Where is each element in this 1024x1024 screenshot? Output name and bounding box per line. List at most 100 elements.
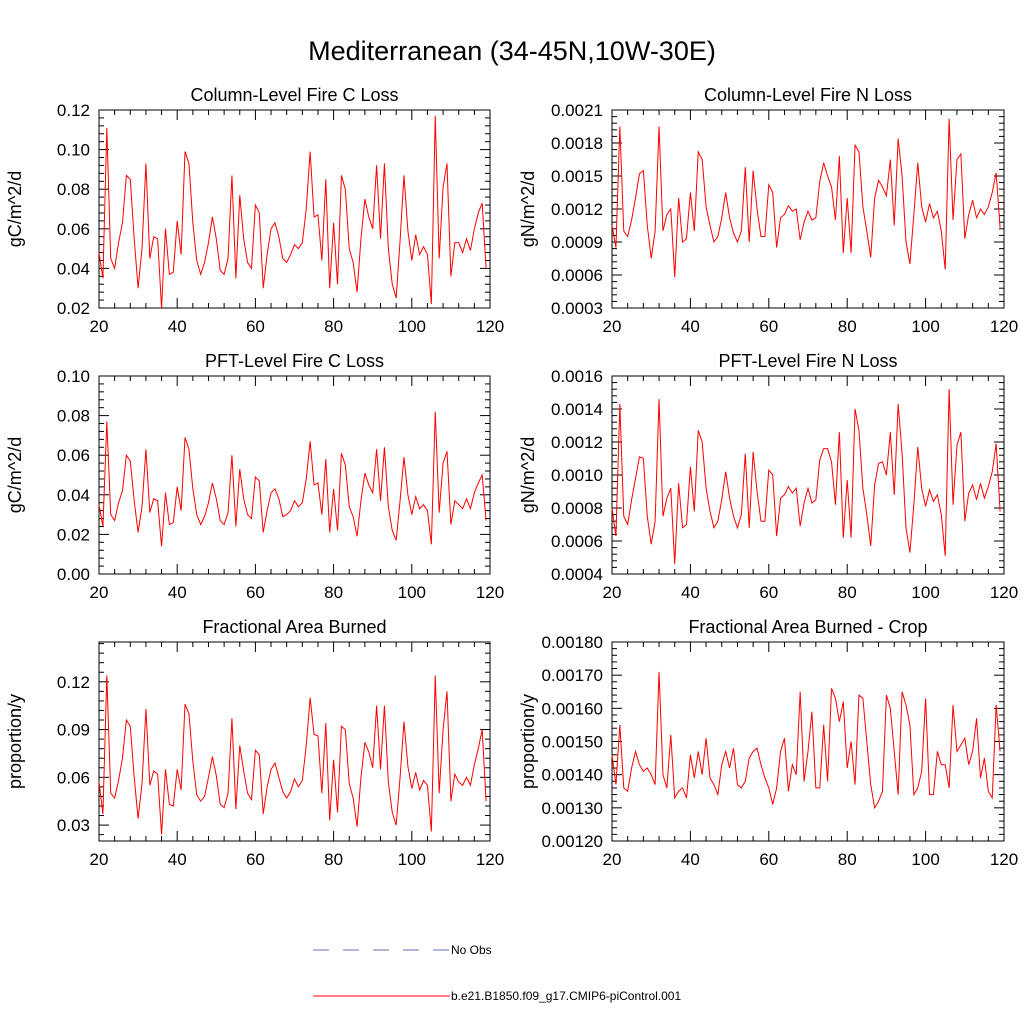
x-ticks — [611, 642, 1005, 841]
y-ticks — [99, 375, 490, 575]
y-tick-label: 0.10 — [57, 141, 90, 160]
x-tick-label: 120 — [476, 583, 504, 602]
panel-title: Fractional Area Burned - Crop — [688, 617, 927, 637]
legend-no-obs-label: No Obs — [451, 943, 492, 957]
y-tick-label: 0.0021 — [551, 101, 603, 120]
x-ticks — [98, 110, 491, 308]
y-tick-label: 0.00130 — [542, 799, 603, 818]
x-tick-label: 80 — [838, 317, 857, 336]
y-ticks — [99, 109, 490, 309]
y-tick-label: 0.0012 — [551, 200, 603, 219]
chart-panel-6: 20 40 60 80 100 120 0.00120 0.00130 0.00140 0.001… — [518, 617, 1018, 869]
x-tick-label: 120 — [990, 583, 1018, 602]
chart-panel-3: 20 40 60 80 100 120 0.00 0.02 0.04 0.06 0.08 0.10 PF… — [5, 351, 504, 602]
panels: 20 40 60 80 100 120 0.02 0.04 0.06 0.08 0.10 0.12 Co… — [5, 85, 1018, 869]
y-tick-label: 0.04 — [57, 486, 90, 505]
x-tick-label: 120 — [476, 850, 504, 869]
x-tick-label: 100 — [398, 583, 426, 602]
y-tick-label: 0.00170 — [542, 666, 603, 685]
y-tick-label: 0.09 — [57, 721, 90, 740]
x-tick-label: 100 — [911, 850, 939, 869]
y-tick-label: 0.0012 — [551, 433, 603, 452]
x-tick-label: 120 — [476, 317, 504, 336]
y-tick-label: 0.02 — [57, 525, 90, 544]
y-tick-label: 0.0006 — [551, 532, 603, 551]
y-ticks — [612, 375, 1004, 575]
legend-model-label: b.e21.B1850.f09_g17.CMIP6-piControl.001 — [451, 989, 681, 1003]
y-tick-label: 0.12 — [57, 101, 90, 120]
x-tick-label: 80 — [324, 317, 343, 336]
x-tick-label: 80 — [838, 850, 857, 869]
y-axis-label: gC/m^2/d — [5, 437, 25, 513]
y-tick-label: 0.0015 — [551, 167, 603, 186]
y-tick-label: 0.00160 — [542, 699, 603, 718]
y-tick-label: 0.00140 — [542, 766, 603, 785]
series-line — [611, 389, 1001, 565]
series-line — [98, 411, 487, 547]
series-line — [611, 118, 1001, 278]
x-tick-label: 120 — [990, 850, 1018, 869]
x-tick-label: 100 — [398, 317, 426, 336]
legend: No Obs b.e21.B1850.f09_g17.CMIP6-piContr… — [313, 943, 681, 1003]
series-line — [98, 675, 487, 835]
x-tick-label: 20 — [603, 317, 622, 336]
x-tick-label: 80 — [324, 583, 343, 602]
x-tick-label: 40 — [168, 583, 187, 602]
plot-frame — [98, 375, 491, 575]
y-axis-label: gC/m^2/d — [5, 171, 25, 247]
y-tick-label: 0.0010 — [551, 466, 603, 485]
x-tick-label: 20 — [603, 583, 622, 602]
x-tick-label: 60 — [246, 850, 265, 869]
panel-title: PFT-Level Fire C Loss — [205, 351, 384, 371]
y-tick-label: 0.02 — [57, 299, 90, 318]
x-ticks — [611, 376, 1005, 574]
y-axis-label: gN/m^2/d — [518, 171, 538, 247]
x-tick-label: 40 — [681, 850, 700, 869]
x-tick-label: 100 — [398, 850, 426, 869]
x-tick-label: 20 — [90, 317, 109, 336]
y-tick-label: 0.00 — [57, 565, 90, 584]
x-tick-label: 20 — [603, 850, 622, 869]
plot-frame — [98, 641, 491, 842]
y-tick-label: 0.0004 — [551, 565, 603, 584]
chart-panel-4: 20 40 60 80 100 120 0.0004 0.0006 0.0008 0.0010 0.… — [518, 351, 1018, 602]
y-tick-label: 0.12 — [57, 673, 90, 692]
chart-panel-1: 20 40 60 80 100 120 0.02 0.04 0.06 0.08 0.10 0.12 Co… — [5, 85, 504, 336]
y-tick-label: 0.00180 — [542, 633, 603, 652]
x-tick-label: 20 — [90, 850, 109, 869]
x-tick-label: 80 — [838, 583, 857, 602]
y-tick-label: 0.04 — [57, 259, 90, 278]
x-tick-label: 40 — [168, 850, 187, 869]
y-tick-label: 0.00120 — [542, 832, 603, 851]
x-tick-label: 40 — [681, 317, 700, 336]
y-tick-label: 0.0016 — [551, 367, 603, 386]
chart-panel-5: 20 40 60 80 100 120 0.03 0.06 0.09 0.12 Fractional… — [5, 617, 504, 869]
x-tick-label: 120 — [990, 317, 1018, 336]
x-tick-label: 60 — [759, 850, 778, 869]
x-tick-label: 100 — [911, 317, 939, 336]
y-axis-label: proportion/y — [518, 694, 538, 789]
x-tick-label: 60 — [246, 317, 265, 336]
y-ticks — [612, 109, 1004, 309]
panel-title: Column-Level Fire C Loss — [190, 85, 398, 105]
y-tick-label: 0.03 — [57, 816, 90, 835]
y-tick-label: 0.06 — [57, 768, 90, 787]
y-tick-label: 0.0018 — [551, 134, 603, 153]
series-line — [611, 671, 1001, 810]
x-tick-label: 60 — [759, 583, 778, 602]
x-tick-label: 40 — [168, 317, 187, 336]
x-tick-label: 40 — [681, 583, 700, 602]
y-tick-label: 0.0006 — [551, 266, 603, 285]
x-tick-label: 80 — [324, 850, 343, 869]
x-tick-label: 60 — [246, 583, 265, 602]
y-tick-label: 0.08 — [57, 407, 90, 426]
x-ticks — [98, 642, 491, 841]
y-tick-label: 0.08 — [57, 180, 90, 199]
y-tick-label: 0.0008 — [551, 499, 603, 518]
x-ticks — [611, 110, 1005, 308]
panel-title: Fractional Area Burned — [202, 617, 386, 637]
x-tick-label: 20 — [90, 583, 109, 602]
chart-panel-2: 20 40 60 80 100 120 0.0003 0.0006 0.0009 0.0012 0.… — [518, 85, 1018, 336]
plot-frame — [98, 109, 491, 309]
